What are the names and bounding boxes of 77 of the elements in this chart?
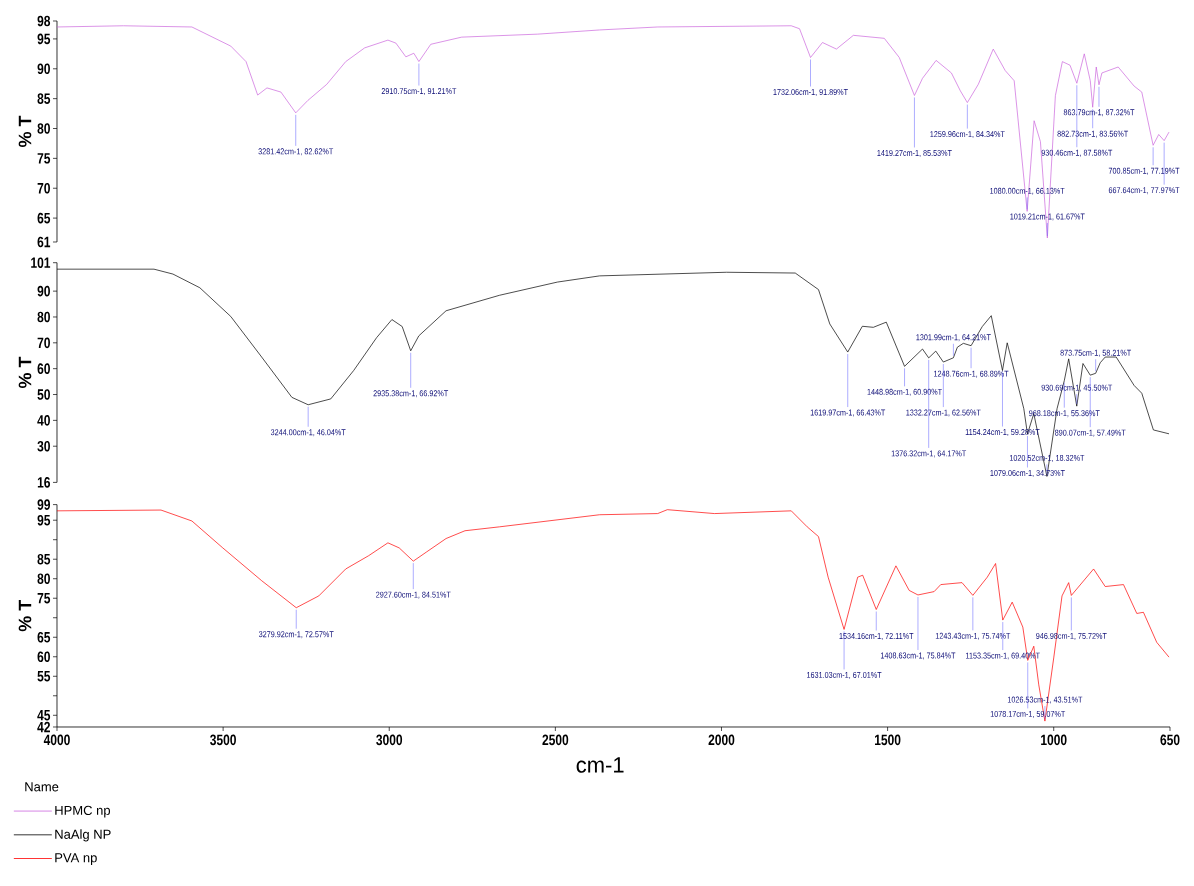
annotation: 1619.97cm-1, 66.43%T <box>810 409 886 417</box>
annotation: 890.07cm-1, 57.49%T <box>1055 429 1126 437</box>
y-tick-label: 101 <box>31 257 51 268</box>
y-tick-label: 99 <box>37 499 51 510</box>
y-tick-label: 75 <box>37 153 51 164</box>
y-tick-label: 85 <box>37 553 51 565</box>
annotation: 1534.16cm-1, 72.11%T <box>839 633 914 641</box>
annotation: 1631.03cm-1, 67.01%T <box>807 671 882 679</box>
annotation: 1419.27cm-1, 85.53%T <box>877 149 952 157</box>
annotation: 1301.99cm-1, 64.21%T <box>916 334 991 342</box>
legend-title: Name <box>25 782 59 792</box>
text: NaAlg NP <box>55 829 111 842</box>
y-tick-label: 65 <box>37 212 51 224</box>
annotation: 3244.00cm-1, 46.04%T <box>270 429 346 437</box>
annotation: 1080.00cm-1, 66.13%T <box>990 187 1065 195</box>
annotation: 1248.76cm-1, 68.89%T <box>934 370 1009 378</box>
y-tick-label: 80 <box>37 573 50 585</box>
annotation: 873.75cm-1, 58.21%T <box>1060 349 1132 357</box>
annotation: 863.79cm-1, 87.32%T <box>1063 109 1135 117</box>
y-tick-label: 40 <box>37 415 50 426</box>
x-tick-label: 1500 <box>875 734 901 746</box>
annotation: 1026.53cm-1, 43.51%T <box>1007 696 1083 704</box>
x-tick-label: 2500 <box>542 734 569 746</box>
x-tick-label: 2000 <box>708 734 735 746</box>
text: HPMC np <box>55 805 111 818</box>
y-tick-label: 85 <box>37 93 51 104</box>
annotation: 1332.27cm-1, 62.56%T <box>906 409 981 417</box>
x-tick-label: 3500 <box>210 734 236 746</box>
y-tick-label: 90 <box>37 285 50 297</box>
y-axis-title: % T <box>18 600 32 632</box>
line-series <box>56 509 1170 722</box>
annotation: 700.85cm-1, 77.19%T <box>1108 167 1180 175</box>
annotation: 930.46cm-1, 87.58%T <box>1041 149 1113 157</box>
annotation: 930.69cm-1, 45.50%T <box>1041 384 1113 392</box>
y-tick-label: 70 <box>37 182 50 194</box>
annotation: 1732.06cm-1, 91.89%T <box>773 88 848 96</box>
annotation: 1078.17cm-1, 59.07%T <box>990 710 1066 718</box>
x-tick-label: 1000 <box>1041 734 1067 746</box>
x-axis-title: cm-1 <box>576 757 624 773</box>
annotation: 2935.38cm-1, 66.92%T <box>373 390 449 398</box>
y-axis-title: % T <box>18 115 32 148</box>
y-tick-label: 90 <box>37 63 50 75</box>
annotation: 1376.32cm-1, 64.17%T <box>891 450 967 458</box>
y-tick-label: 95 <box>37 33 51 45</box>
y-tick-label: 30 <box>37 440 50 452</box>
annotation: 1153.35cm-1, 69.40%T <box>966 652 1040 660</box>
x-tick-label: 650 <box>1160 734 1180 746</box>
y-tick-label: 61 <box>37 236 51 248</box>
y-tick-label: 80 <box>37 123 50 134</box>
annotation: 3279.92cm-1, 72.57%T <box>258 631 334 639</box>
y-tick-label: 98 <box>37 15 51 27</box>
y-tick-label: 60 <box>37 651 50 663</box>
y-tick-label: 75 <box>37 593 51 604</box>
annotation: 2927.60cm-1, 84.51%T <box>376 591 451 599</box>
annotation: 1259.96cm-1, 84.34%T <box>930 131 1005 139</box>
y-tick-label: 42 <box>37 721 50 733</box>
legend-label: PVA np <box>55 853 97 865</box>
annotation: 667.64cm-1, 77.97%T <box>1108 187 1180 195</box>
y-tick-label: 95 <box>37 514 51 526</box>
y-tick-label: 45 <box>37 710 51 721</box>
x-tick-label: 3000 <box>376 734 403 746</box>
y-tick-label: 80 <box>37 311 50 323</box>
x-tick-label: 4000 <box>43 734 70 746</box>
y-tick-label: 65 <box>37 631 51 643</box>
y-tick-label: 60 <box>37 363 50 374</box>
y-tick-label: 16 <box>37 477 51 488</box>
y-tick-label: 55 <box>37 671 51 682</box>
annotation: 1448.98cm-1, 60.90%T <box>867 388 942 396</box>
annotation: 2910.75cm-1, 91.21%T <box>381 88 457 96</box>
y-tick-label: 70 <box>37 337 50 349</box>
y-axis-title: % T <box>18 356 32 389</box>
annotation: 882.73cm-1, 83.56%T <box>1057 130 1129 138</box>
annotation: 3281.42cm-1, 82.62%T <box>258 148 334 156</box>
annotation: 1243.43cm-1, 75.74%T <box>935 632 1011 640</box>
annotation: 1019.21cm-1, 61.67%T <box>1010 213 1085 221</box>
annotation: 1408.63cm-1, 75.84%T <box>880 652 956 660</box>
y-tick-label: 50 <box>37 389 50 400</box>
